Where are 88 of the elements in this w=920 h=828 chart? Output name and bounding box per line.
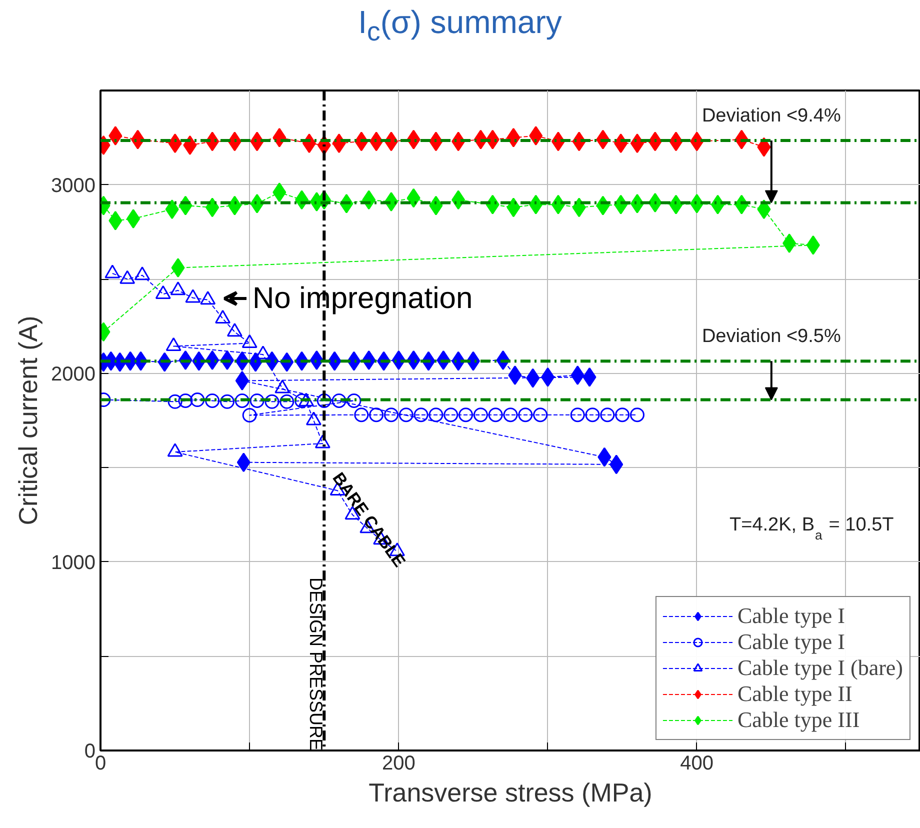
point	[369, 408, 384, 422]
point	[294, 393, 310, 408]
point	[429, 196, 443, 216]
point	[630, 134, 644, 154]
point	[328, 351, 342, 371]
chart-title: I$_{c}$(σ) summary	[357, 3, 563, 48]
y-axis-title: Critical current (A)	[13, 316, 44, 526]
point	[235, 370, 249, 390]
annotation: Deviation <9.5%	[702, 326, 841, 348]
x-tick-label: 400	[680, 752, 714, 774]
point	[585, 408, 600, 422]
point	[669, 194, 683, 214]
point	[806, 235, 820, 255]
point	[178, 393, 193, 408]
point	[108, 210, 122, 230]
point	[508, 365, 522, 385]
point	[473, 408, 488, 422]
point	[126, 208, 140, 228]
y-tick-label: 2000	[51, 363, 96, 386]
point	[526, 368, 540, 388]
point	[598, 447, 612, 467]
point	[648, 192, 662, 212]
point	[250, 393, 264, 408]
point	[354, 408, 369, 422]
point	[488, 408, 503, 422]
point	[572, 198, 586, 218]
point	[570, 365, 584, 385]
point	[533, 408, 548, 422]
point	[234, 393, 250, 408]
annotation: No impregnation	[252, 282, 473, 315]
point	[503, 408, 518, 422]
point	[220, 394, 234, 409]
point	[190, 392, 205, 407]
point	[316, 393, 332, 408]
annotation: Deviation <9.4%	[702, 105, 841, 126]
point	[506, 198, 520, 218]
point	[264, 394, 280, 409]
y-tick-label: 3000	[51, 174, 96, 197]
point	[398, 408, 414, 422]
point	[429, 132, 443, 152]
y-tick-label: 1000	[51, 552, 96, 574]
point	[414, 408, 428, 422]
legend-label: Cable type I	[737, 629, 845, 655]
point	[384, 408, 398, 422]
legend-label: Cable type I (bare)	[737, 655, 903, 681]
point	[648, 132, 662, 152]
point	[610, 454, 624, 474]
point	[272, 182, 286, 202]
point	[582, 367, 596, 387]
point	[171, 258, 185, 278]
point	[782, 233, 796, 253]
point	[615, 408, 630, 422]
point	[600, 408, 615, 422]
point	[529, 194, 543, 214]
point	[506, 128, 520, 148]
point	[280, 394, 294, 409]
point	[529, 126, 543, 146]
x-axis-title: Transverse stress (MPa)	[368, 778, 652, 808]
point	[757, 200, 771, 220]
point	[242, 408, 257, 422]
x-tick-label: 200	[382, 752, 416, 774]
point	[165, 200, 179, 220]
point	[444, 408, 458, 422]
point	[236, 452, 250, 472]
point	[370, 132, 384, 152]
point	[669, 132, 683, 152]
point	[541, 367, 555, 387]
point	[346, 393, 362, 408]
point	[630, 408, 644, 422]
point	[458, 408, 474, 422]
point	[168, 134, 182, 154]
legend-label: Cable type III	[737, 707, 860, 733]
ref-line-label: DESIGN PRESSURE	[306, 577, 326, 751]
point	[228, 132, 242, 152]
point	[406, 188, 420, 208]
point	[206, 198, 220, 218]
point	[228, 196, 242, 216]
legend-label: Cable type II	[737, 681, 852, 707]
point	[310, 350, 324, 370]
point	[168, 394, 182, 409]
point	[428, 408, 444, 422]
legend-label: Cable type I	[737, 603, 845, 629]
point	[332, 393, 346, 408]
point	[183, 135, 197, 155]
point	[518, 408, 533, 422]
point	[108, 126, 122, 146]
point	[205, 393, 220, 408]
point	[570, 408, 585, 422]
